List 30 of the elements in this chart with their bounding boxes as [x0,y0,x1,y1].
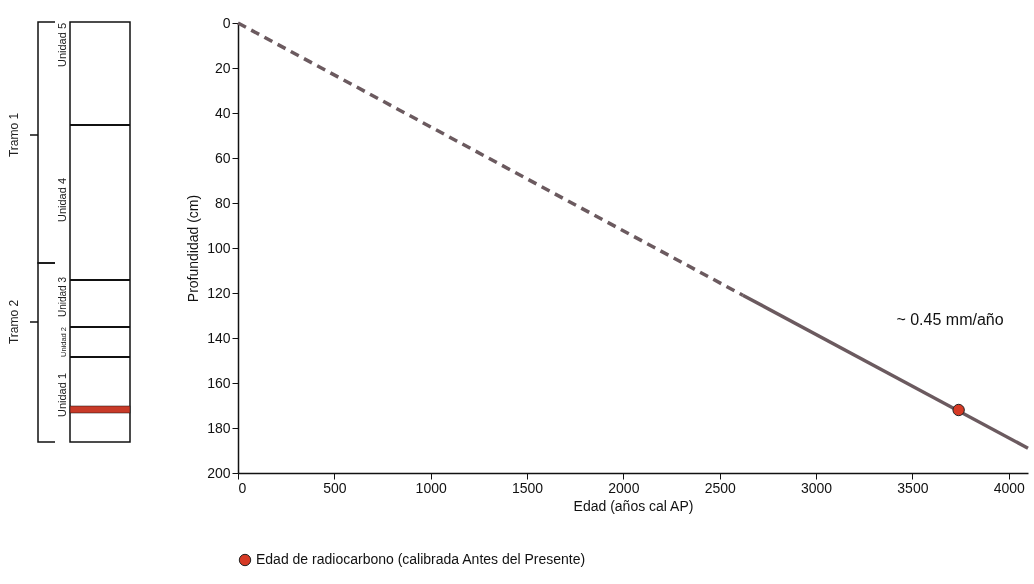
x-tick-label: 2000 [608,479,640,496]
x-tick-label: 1500 [511,479,544,496]
y-tick-label: 20 [214,59,231,76]
annotation: ~ 0.45 mm/año [896,311,1004,328]
y-tick-label: 120 [207,284,231,301]
x-tick-label: 3500 [897,479,929,496]
x-axis-title: Edad (años cal AP) [573,497,694,514]
y-tick-label: 200 [207,464,231,481]
text: Tramo 1 [7,112,21,158]
y-tick-label: 100 [207,239,231,256]
y-tick-label: 140 [207,329,231,346]
y-axis-title: Profundidad (cm) [185,194,202,303]
text: Unidad 4 [56,177,68,223]
text: Unidad 3 [57,276,68,318]
x-tick-label: 4000 [993,479,1026,496]
text: Unidad 5 [56,22,68,68]
y-tick-label: 0 [222,14,231,31]
text: Unidad 1 [56,372,68,418]
text: Tramo 2 [7,299,21,345]
y-tick-label: 40 [214,104,231,121]
y-tick-label: 80 [214,194,231,211]
y-tick-label: 180 [207,419,231,436]
x-tick-label: 0 [238,479,247,496]
x-tick-label: 500 [323,479,347,496]
x-tick-label: 2500 [704,479,736,496]
legend-label: Edad de radiocarbono (calibrada Antes del Presente) [256,551,586,567]
y-tick-label: 160 [207,374,231,391]
x-tick-label: 1000 [415,479,447,496]
y-tick-label: 60 [214,149,231,166]
x-tick-label: 3000 [800,479,833,496]
